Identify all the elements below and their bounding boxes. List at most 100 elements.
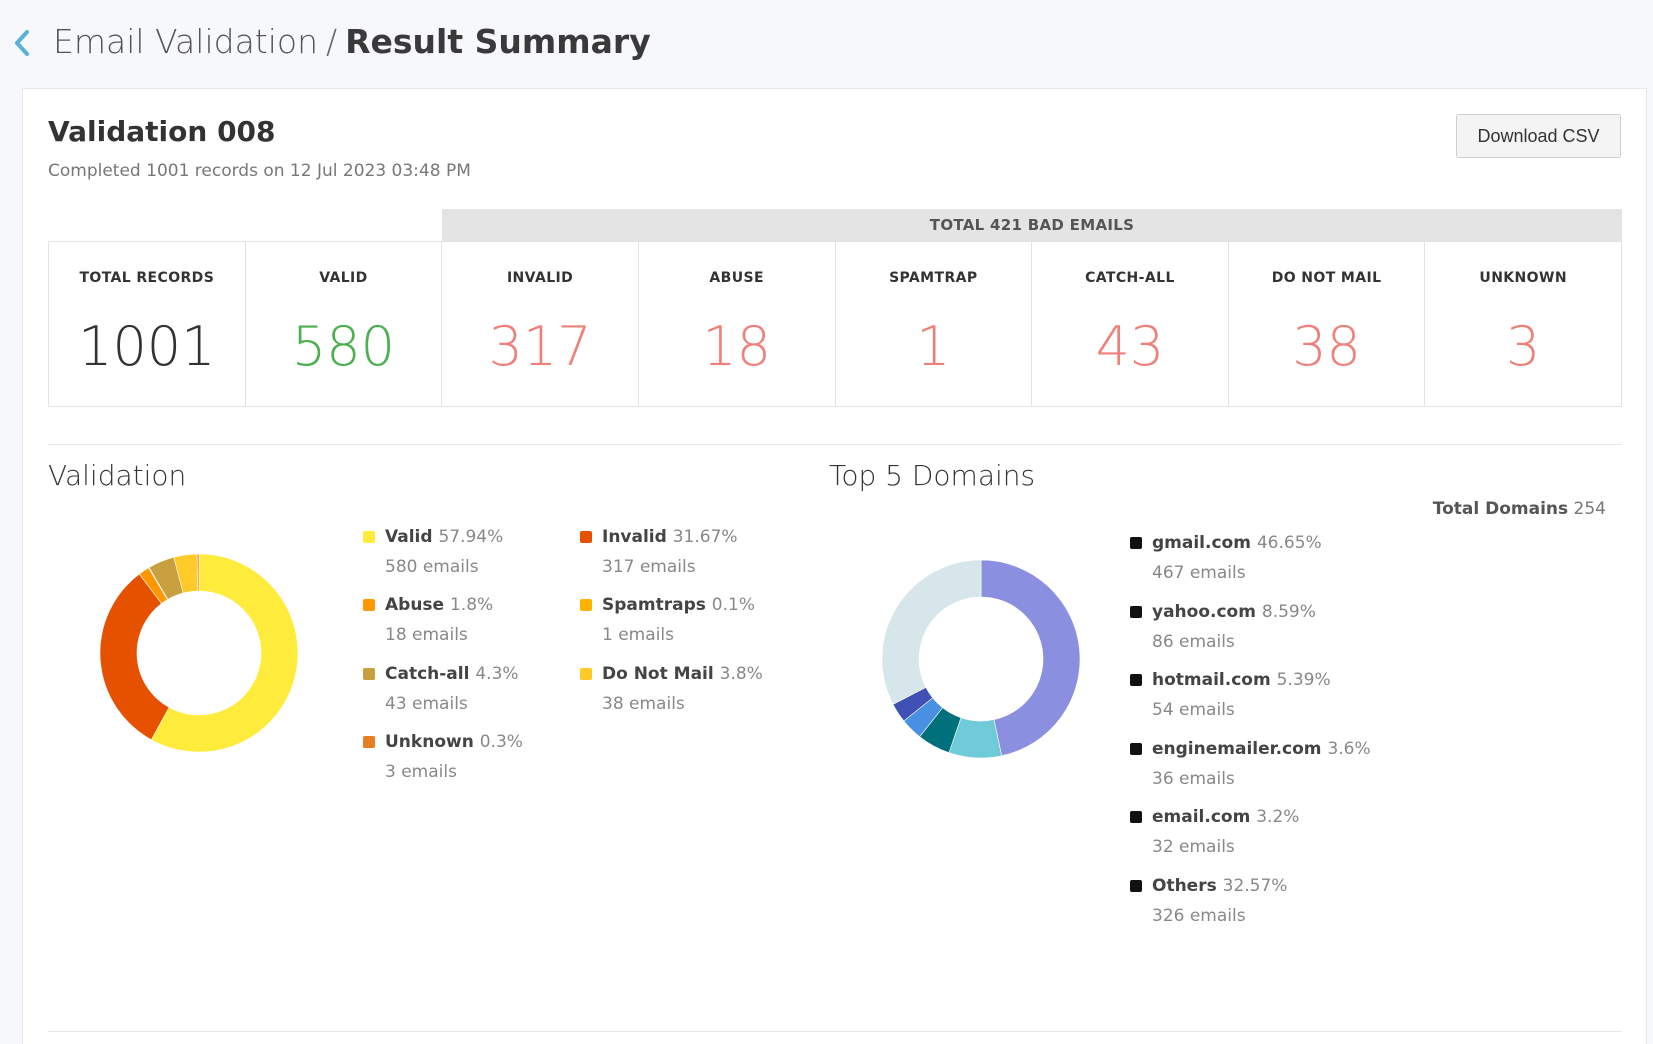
stat-valid: VALID 580 bbox=[246, 242, 443, 406]
divider bbox=[48, 444, 1622, 445]
stat-total-records: TOTAL RECORDS 1001 bbox=[49, 242, 246, 406]
domains-chart-title: Top 5 Domains bbox=[829, 459, 1036, 492]
legend-percent: 0.1% bbox=[711, 595, 755, 615]
total-domains: Total Domains 254 bbox=[1433, 499, 1606, 519]
legend-label: Spamtraps 0.1% bbox=[602, 593, 755, 617]
stat-label: CATCH-ALL bbox=[1085, 270, 1175, 286]
legend-count: 38 emails bbox=[602, 694, 685, 714]
legend-percent: 3.2% bbox=[1256, 807, 1300, 827]
legend-percent: 8.59% bbox=[1261, 602, 1316, 622]
legend-label: Abuse 1.8% bbox=[385, 593, 493, 617]
legend-swatch bbox=[580, 668, 592, 680]
legend-name: Invalid bbox=[602, 527, 667, 547]
stat-value: 3 bbox=[1506, 315, 1541, 378]
legend-percent: 5.39% bbox=[1276, 670, 1331, 690]
stat-value: 43 bbox=[1095, 315, 1165, 378]
validation-subtitle: Completed 1001 records on 12 Jul 2023 03… bbox=[48, 161, 471, 181]
validation-title: Validation 008 bbox=[48, 115, 276, 148]
donut-slice-others[interactable] bbox=[881, 559, 982, 705]
validation-chart-title: Validation bbox=[48, 459, 187, 492]
bad-emails-banner: TOTAL 421 BAD EMAILS bbox=[442, 209, 1622, 241]
legend-count: 36 emails bbox=[1152, 769, 1235, 789]
legend-swatch bbox=[1130, 880, 1142, 892]
legend-swatch bbox=[363, 531, 375, 543]
stats-row: TOTAL RECORDS 1001 VALID 580 INVALID 317 ABUSE… bbox=[48, 241, 1622, 407]
legend-count: 18 emails bbox=[385, 625, 468, 645]
divider bbox=[48, 1031, 1622, 1032]
legend-percent: 0.3% bbox=[479, 732, 523, 752]
legend-swatch bbox=[1130, 537, 1142, 549]
legend-count: 43 emails bbox=[385, 694, 468, 714]
legend-label: Catch-all 4.3% bbox=[385, 662, 519, 686]
stat-value: 18 bbox=[702, 315, 772, 378]
legend-swatch bbox=[580, 531, 592, 543]
legend-count: 3 emails bbox=[385, 762, 457, 782]
stat-value: 1001 bbox=[78, 315, 216, 378]
legend-name: Others bbox=[1152, 876, 1217, 896]
stat-value: 38 bbox=[1292, 315, 1361, 378]
legend-percent: 4.3% bbox=[475, 664, 519, 684]
legend-label: Valid 57.94% bbox=[385, 525, 503, 549]
stat-value: 1 bbox=[916, 315, 951, 378]
legend-label: Unknown 0.3% bbox=[385, 730, 523, 754]
donut-slice-invalid[interactable] bbox=[99, 573, 170, 741]
legend-count: 467 emails bbox=[1152, 563, 1246, 583]
summary-card: Validation 008 Completed 1001 records on… bbox=[22, 88, 1647, 1044]
stat-label: TOTAL RECORDS bbox=[79, 270, 215, 286]
total-domains-label: Total Domains bbox=[1432, 499, 1569, 519]
legend-count: 326 emails bbox=[1152, 906, 1246, 926]
legend-swatch bbox=[1130, 606, 1142, 618]
legend-percent: 1.8% bbox=[450, 595, 494, 615]
legend-percent: 31.67% bbox=[672, 527, 738, 547]
legend-count: 317 emails bbox=[602, 557, 696, 577]
legend-name: Unknown bbox=[385, 732, 474, 752]
back-chevron-icon[interactable] bbox=[10, 26, 34, 60]
legend-percent: 57.94% bbox=[438, 527, 504, 547]
legend-name: Catch-all bbox=[385, 664, 470, 684]
legend-label: gmail.com 46.65% bbox=[1152, 531, 1322, 555]
legend-count: 86 emails bbox=[1152, 632, 1235, 652]
stat-label: INVALID bbox=[506, 270, 574, 286]
stat-value: 580 bbox=[291, 315, 395, 378]
legend-name: Abuse bbox=[385, 595, 445, 615]
legend-label: yahoo.com 8.59% bbox=[1152, 600, 1316, 624]
legend-name: enginemailer.com bbox=[1152, 739, 1322, 759]
stat-value: 317 bbox=[488, 315, 592, 378]
donut-slice-valid[interactable] bbox=[150, 553, 299, 753]
legend-swatch bbox=[1130, 811, 1142, 823]
total-domains-value: 254 bbox=[1573, 499, 1606, 519]
legend-percent: 3.8% bbox=[719, 664, 763, 684]
legend-name: email.com bbox=[1152, 807, 1251, 827]
legend-swatch bbox=[363, 736, 375, 748]
legend-percent: 46.65% bbox=[1256, 533, 1322, 553]
legend-label: enginemailer.com 3.6% bbox=[1152, 737, 1371, 761]
legend-label: Invalid 31.67% bbox=[602, 525, 738, 549]
legend-name: Valid bbox=[385, 527, 433, 547]
breadcrumb-separator: / bbox=[326, 22, 338, 61]
stat-label: ABUSE bbox=[709, 270, 764, 286]
legend-swatch bbox=[363, 668, 375, 680]
stat-spamtrap: SPAMTRAP 1 bbox=[836, 242, 1033, 406]
legend-label: email.com 3.2% bbox=[1152, 805, 1299, 829]
stat-label: DO NOT MAIL bbox=[1271, 270, 1382, 286]
legend-count: 54 emails bbox=[1152, 700, 1235, 720]
validation-donut-chart bbox=[99, 553, 299, 753]
page-header: Email Validation / Result Summary bbox=[0, 0, 1653, 88]
download-csv-button[interactable]: Download CSV bbox=[1456, 114, 1621, 158]
donut-slice-gmail-com[interactable] bbox=[980, 559, 1081, 757]
legend-percent: 3.6% bbox=[1327, 739, 1371, 759]
legend-count: 580 emails bbox=[385, 557, 479, 577]
stat-label: SPAMTRAP bbox=[889, 270, 978, 286]
stat-catch-all: CATCH-ALL 43 bbox=[1032, 242, 1229, 406]
legend-name: gmail.com bbox=[1152, 533, 1251, 553]
legend-count: 32 emails bbox=[1152, 837, 1235, 857]
domains-donut-chart bbox=[881, 559, 1081, 759]
legend-label: Do Not Mail 3.8% bbox=[602, 662, 763, 686]
legend-percent: 32.57% bbox=[1222, 876, 1288, 896]
legend-count: 1 emails bbox=[602, 625, 674, 645]
legend-swatch bbox=[580, 599, 592, 611]
donut-slice-unknown[interactable] bbox=[196, 553, 200, 592]
stat-do-not-mail: DO NOT MAIL 38 bbox=[1229, 242, 1426, 406]
breadcrumb-parent[interactable]: Email Validation bbox=[53, 22, 318, 61]
legend-name: hotmail.com bbox=[1152, 670, 1271, 690]
